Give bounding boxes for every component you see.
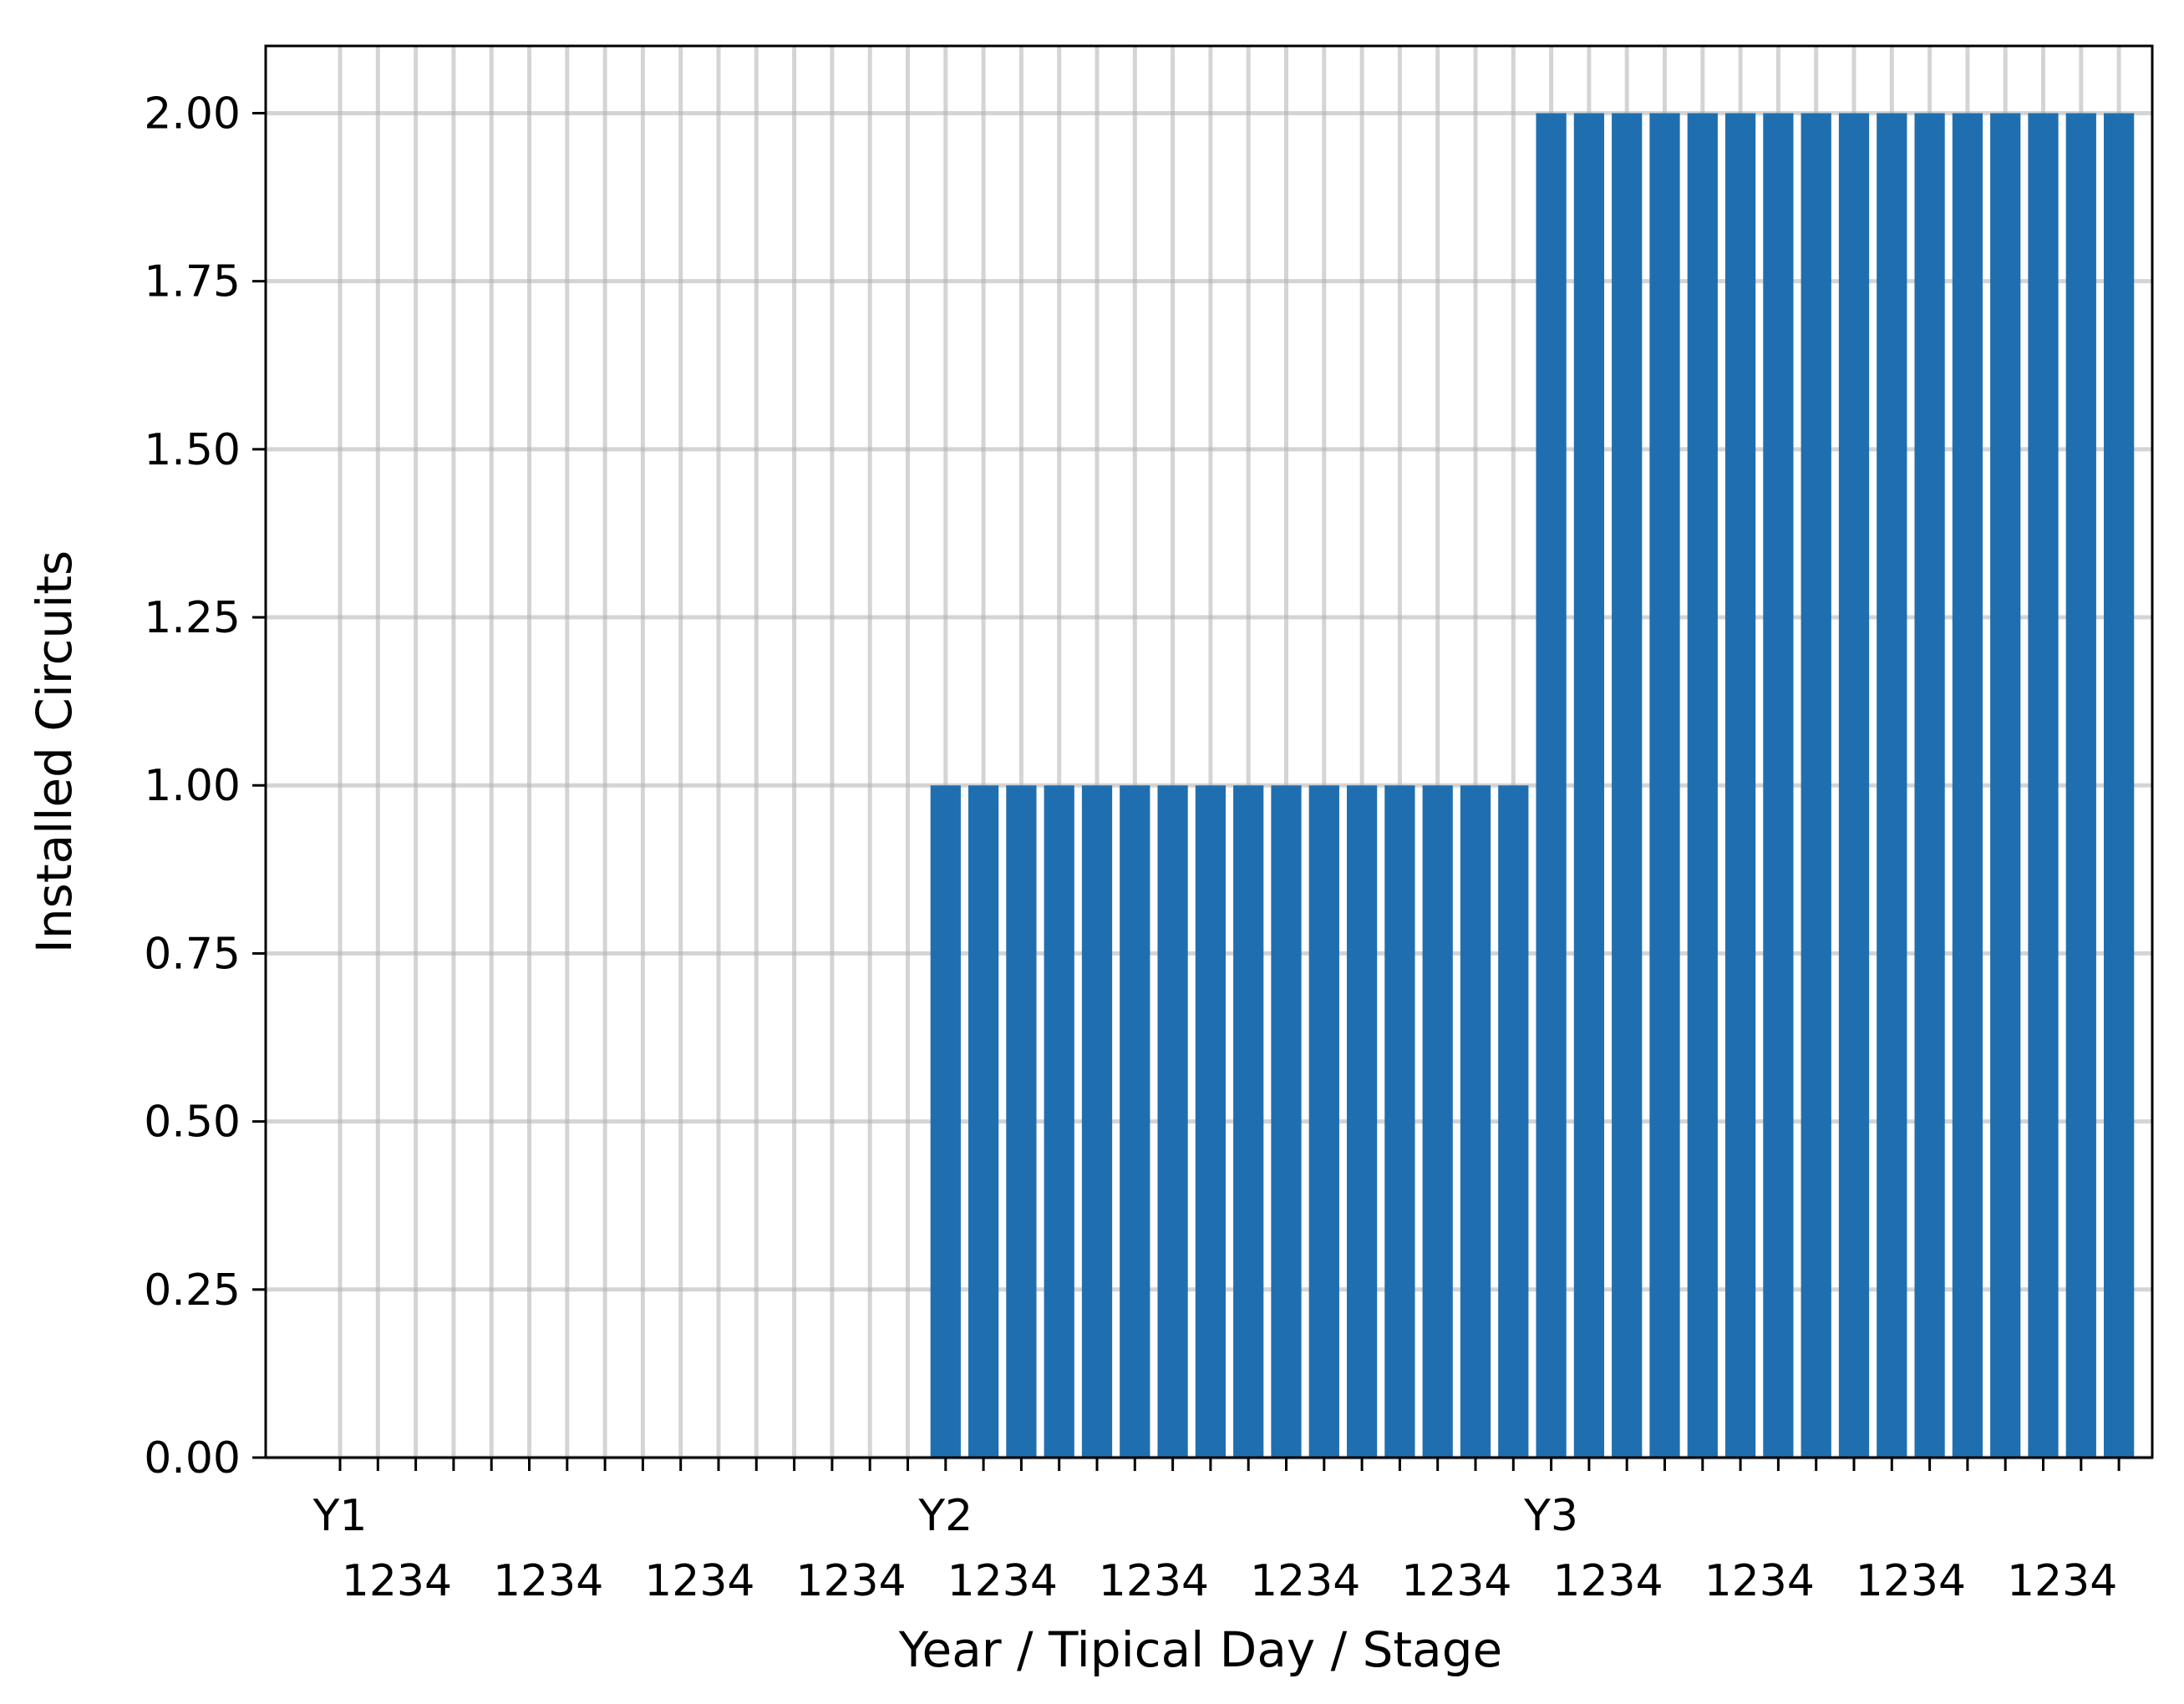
bar <box>1120 785 1150 1458</box>
stage-label: 1234 <box>1552 1556 1663 1606</box>
plot-frame <box>264 44 2154 1459</box>
stage-label: 1234 <box>644 1556 754 1606</box>
year-label: Y2 <box>917 1491 973 1541</box>
bar <box>1952 113 1983 1458</box>
bar <box>1536 113 1567 1458</box>
y-tick-label: 1.50 <box>144 425 241 475</box>
bar <box>1498 785 1529 1458</box>
year-label: Y3 <box>1523 1491 1578 1541</box>
bar <box>1687 113 1718 1458</box>
bar <box>2065 113 2096 1458</box>
bar <box>1990 113 2021 1458</box>
y-axis-ticks: 0.00 0.25 0.50 0.75 1.00 1.25 1.50 1.75 2.00 <box>144 89 266 1483</box>
bar <box>1308 785 1339 1458</box>
bar <box>1612 113 1643 1458</box>
stage-label: 1234 <box>1401 1556 1511 1606</box>
y-tick-label: 0.25 <box>144 1265 241 1316</box>
bar <box>1573 113 1605 1458</box>
stage-label: 1234 <box>947 1556 1058 1606</box>
stage-label: 1234 <box>795 1556 906 1606</box>
bar <box>930 785 961 1458</box>
bar <box>1233 785 1264 1458</box>
bar <box>1195 785 1227 1458</box>
bar <box>1763 113 1794 1458</box>
stage-label: 1234 <box>1704 1556 1815 1606</box>
bar <box>1460 785 1491 1458</box>
bar <box>1346 785 1378 1458</box>
stage-label: 1234 <box>2007 1556 2117 1606</box>
bar <box>1384 785 1415 1458</box>
stage-label: 1234 <box>342 1556 452 1606</box>
bar-series <box>930 113 2135 1458</box>
bar <box>1724 113 1756 1458</box>
y-tick-label: 0.75 <box>144 929 241 979</box>
y-axis-label: Installed Circuits <box>26 550 83 953</box>
y-tick-label: 2.00 <box>144 89 241 139</box>
bar <box>1838 113 1870 1458</box>
stage-label: 1234 <box>493 1556 603 1606</box>
y-tick-label: 1.25 <box>144 593 241 643</box>
bar <box>1271 785 1302 1458</box>
bar <box>1877 113 1907 1458</box>
bar <box>1801 113 1831 1458</box>
bar <box>1422 785 1453 1458</box>
bar <box>1157 785 1188 1458</box>
bar <box>968 785 999 1458</box>
stage-label: 1234 <box>1250 1556 1360 1606</box>
stage-label: 1234 <box>1099 1556 1209 1606</box>
bar <box>1914 113 1945 1458</box>
year-label: Y1 <box>312 1491 368 1541</box>
bar <box>1649 113 1680 1458</box>
bar <box>2103 113 2135 1458</box>
y-tick-label: 0.50 <box>144 1098 241 1148</box>
x-axis-label: Year / Tipical Day / Stage <box>898 1621 1502 1678</box>
bar <box>1006 785 1037 1458</box>
stage-label: 1234 <box>1856 1556 1966 1606</box>
bar <box>2028 113 2059 1458</box>
y-tick-label: 0.00 <box>144 1433 241 1483</box>
y-tick-label: 1.00 <box>144 761 241 811</box>
bar <box>1081 785 1113 1458</box>
bar <box>1044 785 1074 1458</box>
y-tick-label: 1.75 <box>144 257 241 307</box>
